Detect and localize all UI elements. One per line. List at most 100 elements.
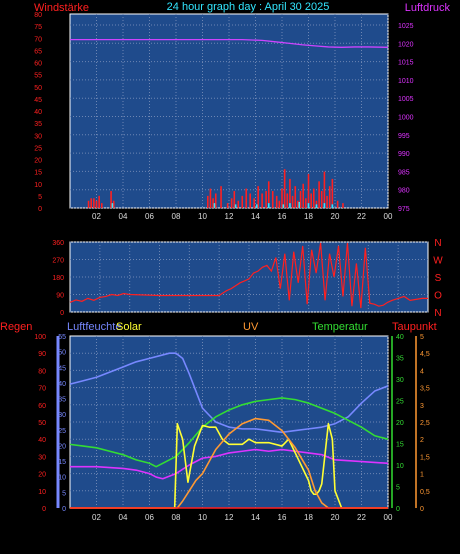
wind-tick-label: 40 xyxy=(34,109,42,116)
temperatur-label: Temperatur xyxy=(312,321,368,333)
environment-axes: 1009080706050403020100555045403530252015… xyxy=(34,334,430,513)
direction-compass-label: S xyxy=(435,273,442,284)
uv-tick-label: 0 xyxy=(420,506,424,513)
direction-panel-plot xyxy=(69,241,429,313)
pressure-tick-label: 1025 xyxy=(398,23,414,30)
hour-tick-label: 16 xyxy=(278,513,287,522)
hour-tick-label: 14 xyxy=(251,212,260,221)
luftfeuchte-tick-label: 45 xyxy=(58,365,66,372)
hour-tick-label: 08 xyxy=(172,513,181,522)
temperatur-tick-label: 35 xyxy=(396,356,404,363)
wind-panel-plot xyxy=(69,13,389,209)
regen-tick-label: 0 xyxy=(42,506,46,513)
hour-tick-label: 22 xyxy=(357,212,366,221)
hour-tick-label: 06 xyxy=(145,513,154,522)
uv-tick-label: 2,5 xyxy=(420,420,430,427)
hour-tick-label: 18 xyxy=(304,212,313,221)
uv-tick-label: 4,5 xyxy=(420,351,430,358)
pressure-tick-label: 1015 xyxy=(398,60,414,67)
pressure-line xyxy=(70,38,389,48)
hour-tick-label: 10 xyxy=(198,513,207,522)
environment-panel-series xyxy=(69,352,389,509)
luftfeuchte-label: Luftfeuchte xyxy=(67,321,121,333)
regen-tick-label: 40 xyxy=(38,437,46,444)
hour-tick-label: 06 xyxy=(145,212,154,221)
luftfeuchte-tick-label: 25 xyxy=(58,428,66,435)
wind-panel-hour-ticks: 02 04 06 08 10 12 14 16 18 20 22 00 xyxy=(92,212,393,221)
solar-line xyxy=(70,422,388,509)
hour-tick-label: 04 xyxy=(119,212,128,221)
wind-tick-label: 45 xyxy=(34,97,42,104)
taupunkt-line xyxy=(70,448,389,480)
temperatur-tick-label: 10 xyxy=(396,463,404,470)
uv-label: UV xyxy=(243,321,259,333)
luftfeuchte-tick-label: 15 xyxy=(58,459,66,466)
uv-tick-label: 4 xyxy=(420,368,424,375)
direction-degree-label: 0 xyxy=(60,310,64,317)
environment-hour-ticks: 02 04 06 08 10 12 14 16 18 20 22 00 xyxy=(92,513,393,522)
wind-tick-label: 70 xyxy=(34,36,42,43)
regen-tick-label: 80 xyxy=(38,368,46,375)
regen-tick-label: 90 xyxy=(38,351,46,358)
direction-degree-ticks: 360 270 180 90 0 xyxy=(52,240,64,317)
hour-tick-label: 12 xyxy=(225,212,234,221)
wind-tick-label: 25 xyxy=(34,145,42,152)
pressure-tick-label: 975 xyxy=(398,206,410,213)
pressure-tick-label: 1020 xyxy=(398,41,414,48)
uv-tick-label: 3,5 xyxy=(420,386,430,393)
temperatur-tick-label: 5 xyxy=(396,485,400,492)
hour-tick-label: 14 xyxy=(251,513,260,522)
luftfeuchte-tick-label: 20 xyxy=(58,443,66,450)
uv-tick-label: 1,5 xyxy=(420,454,430,461)
regen-tick-label: 30 xyxy=(38,454,46,461)
direction-degree-label: 360 xyxy=(52,240,64,247)
luftfeuchte-tick-label: 30 xyxy=(58,412,66,419)
temperatur-tick-label: 20 xyxy=(396,420,404,427)
pressure-axis-label: Luftdruck xyxy=(405,2,451,14)
pressure-tick-label: 990 xyxy=(398,151,410,158)
wind-tick-label: 30 xyxy=(34,133,42,140)
temperatur-tick-label: 0 xyxy=(396,506,400,513)
direction-compass-label: N xyxy=(434,308,441,319)
wind-tick-label: 55 xyxy=(34,73,42,80)
uv-tick-label: 2 xyxy=(420,437,424,444)
luftfeuchte-tick-label: 40 xyxy=(58,381,66,388)
regen-tick-label: 20 xyxy=(38,472,46,479)
hour-tick-label: 08 xyxy=(172,212,181,221)
luftfeuchte-tick-label: 0 xyxy=(62,506,66,513)
regen-tick-label: 70 xyxy=(38,386,46,393)
environment-panel-grid xyxy=(70,336,389,508)
luftfeuchte-tick-label: 5 xyxy=(62,490,66,497)
solar-label: Solar xyxy=(116,321,142,333)
direction-degree-label: 270 xyxy=(52,258,64,265)
wind-tick-label: 75 xyxy=(34,24,42,31)
direction-compass-label: N xyxy=(434,238,441,249)
hour-tick-label: 20 xyxy=(331,212,340,221)
direction-degree-label: 90 xyxy=(56,293,64,300)
hour-tick-label: 00 xyxy=(384,212,393,221)
temperatur-tick-label: 25 xyxy=(396,399,404,406)
uv-tick-label: 3 xyxy=(420,403,424,410)
hour-tick-label: 00 xyxy=(384,513,393,522)
uv-tick-label: 1 xyxy=(420,472,424,479)
hour-tick-label: 02 xyxy=(92,513,101,522)
wind-tick-label: 60 xyxy=(34,61,42,68)
direction-compass-label: O xyxy=(434,291,442,302)
wind-axis-label: Windstärke xyxy=(34,2,89,14)
regen-tick-label: 50 xyxy=(38,420,46,427)
pressure-axis-ticks: 1025 1020 1015 1010 1005 1000 995 990 985 980 975 xyxy=(398,23,414,213)
regen-tick-label: 60 xyxy=(38,403,46,410)
uv-tick-label: 5 xyxy=(420,334,424,341)
wind-tick-label: 5 xyxy=(38,194,42,201)
page-title: 24 hour graph day : April 30 2025 xyxy=(167,1,330,13)
wind-direction-line xyxy=(69,242,428,309)
pressure-tick-label: 995 xyxy=(398,133,410,140)
luftfeuchte-tick-label: 50 xyxy=(58,350,66,357)
pressure-tick-label: 1000 xyxy=(398,114,414,121)
temperatur-tick-label: 40 xyxy=(396,334,404,341)
pressure-tick-label: 1005 xyxy=(398,96,414,103)
direction-degree-label: 180 xyxy=(52,275,64,282)
